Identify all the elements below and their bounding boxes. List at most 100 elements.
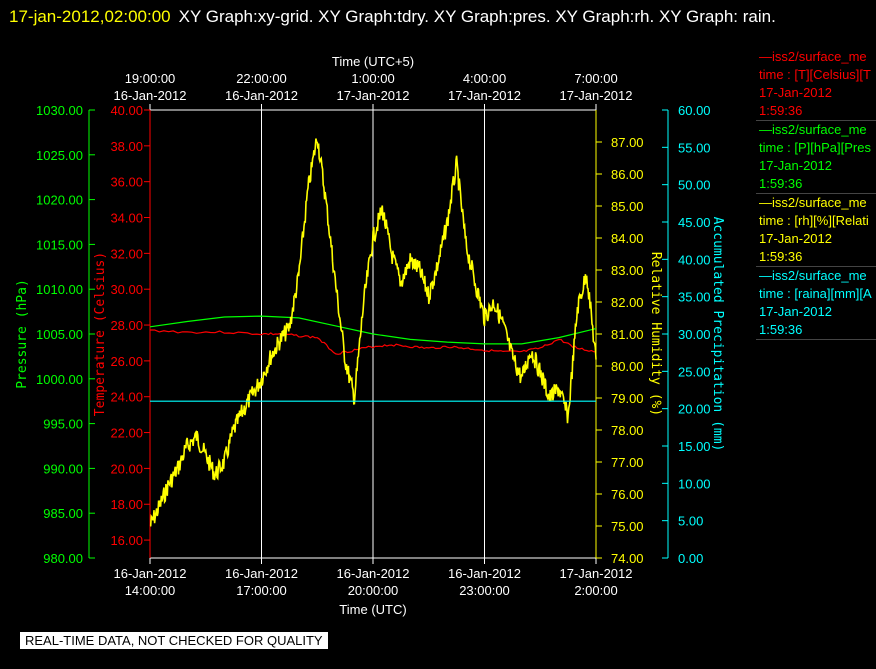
x-top-tick-label: 7:00:00 [574, 71, 617, 86]
precip-tick-label: 55.00 [678, 140, 711, 155]
legend-line: —iss2/surface_me [759, 122, 867, 137]
humidity-tick-label: 78.00 [611, 423, 644, 438]
precip-tick-label: 25.00 [678, 364, 711, 379]
temperature-tick-label: 26.00 [110, 354, 143, 369]
x-tick-label: 17:00:00 [236, 583, 287, 598]
x-tick-label: 23:00:00 [459, 583, 510, 598]
precip-tick-label: 60.00 [678, 103, 711, 118]
legend-field: time : [raina][mm][A [759, 286, 872, 301]
x-tick-label: 16-Jan-2012 [337, 566, 410, 581]
pressure-tick-label: 1030.00 [36, 103, 83, 118]
humidity-tick-label: 85.00 [611, 199, 644, 214]
legend: —iss2/surface_me time : [T][Celsius][T 17-… [756, 48, 876, 340]
humidity-tick-label: 82.00 [611, 295, 644, 310]
precip-tick-label: 35.00 [678, 290, 711, 305]
humidity-tick-label: 81.00 [611, 327, 644, 342]
humidity-series-line [149, 138, 597, 527]
humidity-tick-label: 76.00 [611, 487, 644, 502]
x-top-tick-label: 1:00:00 [351, 71, 394, 86]
temperature-axis-label: Temperature (Celsius) [93, 252, 108, 416]
temperature-tick-label: 24.00 [110, 390, 143, 405]
x-top-tick-label: 17-Jan-2012 [448, 88, 521, 103]
precip-tick-label: 5.00 [678, 514, 703, 529]
x-top-tick-label: 4:00:00 [463, 71, 506, 86]
humidity-tick-label: 87.00 [611, 135, 644, 150]
pressure-tick-label: 1020.00 [36, 193, 83, 208]
humidity-tick-label: 83.00 [611, 263, 644, 278]
humidity-tick-label: 75.00 [611, 519, 644, 534]
x-top-axis-label: Time (UTC+5) [332, 54, 414, 69]
pressure-tick-label: 1015.00 [36, 237, 83, 252]
pressure-tick-label: 985.00 [43, 506, 83, 521]
header-title: XY Graph:xy-grid. XY Graph:tdry. XY Grap… [178, 7, 776, 26]
legend-field: time : [rh][%][Relati [759, 213, 869, 228]
precip-axis-label: Accumulated Precipitation (mm) [710, 217, 725, 452]
precip-tick-label: 45.00 [678, 215, 711, 230]
pressure-tick-label: 1025.00 [36, 148, 83, 163]
temperature-tick-label: 32.00 [110, 246, 143, 261]
legend-time: 1:59:36 [759, 103, 803, 118]
precip-tick-label: 40.00 [678, 252, 711, 267]
precip-tick-label: 50.00 [678, 178, 711, 193]
humidity-tick-label: 84.00 [611, 231, 644, 246]
pressure-axis-label: Pressure (hPa) [15, 279, 30, 389]
temperature-tick-label: 20.00 [110, 461, 143, 476]
legend-time: 1:59:36 [759, 322, 803, 337]
x-tick-label: 16-Jan-2012 [114, 566, 187, 581]
legend-time: 1:59:36 [759, 249, 803, 264]
x-tick-label: 16-Jan-2012 [225, 566, 298, 581]
precip-tick-label: 0.00 [678, 551, 703, 566]
chart-header: 17-jan-2012,02:00:00 XY Graph:xy-grid. XY… [9, 3, 869, 30]
humidity-tick-label: 74.00 [611, 551, 644, 566]
humidity-tick-label: 77.00 [611, 455, 644, 470]
temperature-tick-label: 28.00 [110, 318, 143, 333]
humidity-tick-label: 79.00 [611, 391, 644, 406]
x-top-tick-label: 17-Jan-2012 [337, 88, 410, 103]
x-axis-label: Time (UTC) [339, 602, 406, 617]
humidity-tick-label: 80.00 [611, 359, 644, 374]
quality-note: REAL-TIME DATA, NOT CHECKED FOR QUALITY [20, 632, 328, 649]
legend-date: 17-Jan-2012 [759, 231, 832, 246]
precip-tick-label: 20.00 [678, 402, 711, 417]
temperature-tick-label: 34.00 [110, 211, 143, 226]
x-tick-label: 16-Jan-2012 [448, 566, 521, 581]
precip-tick-label: 30.00 [678, 327, 711, 342]
legend-line: —iss2/surface_me [759, 49, 867, 64]
temperature-tick-label: 40.00 [110, 103, 143, 118]
x-tick-label: 17-Jan-2012 [560, 566, 633, 581]
x-tick-label: 2:00:00 [574, 583, 617, 598]
temperature-series-line [150, 329, 597, 355]
x-tick-label: 14:00:00 [125, 583, 176, 598]
humidity-axis-label: Relative Humidity (%) [648, 252, 663, 416]
legend-date: 17-Jan-2012 [759, 158, 832, 173]
humidity-tick-label: 86.00 [611, 167, 644, 182]
pressure-tick-label: 990.00 [43, 461, 83, 476]
legend-date: 17-Jan-2012 [759, 85, 832, 100]
x-top-tick-label: 16-Jan-2012 [114, 88, 187, 103]
legend-field: time : [T][Celsius][T [759, 67, 871, 82]
precip-tick-label: 10.00 [678, 476, 711, 491]
pressure-tick-label: 980.00 [43, 551, 83, 566]
legend-date: 17-Jan-2012 [759, 304, 832, 319]
pressure-tick-label: 1005.00 [36, 327, 83, 342]
legend-time: 1:59:36 [759, 176, 803, 191]
legend-line: —iss2/surface_me [759, 195, 867, 210]
x-top-tick-label: 16-Jan-2012 [225, 88, 298, 103]
legend-line: —iss2/surface_me [759, 268, 867, 283]
pressure-series-line [149, 315, 597, 345]
pressure-tick-label: 1000.00 [36, 372, 83, 387]
pressure-tick-label: 995.00 [43, 417, 83, 432]
temperature-tick-label: 36.00 [110, 175, 143, 190]
temperature-tick-label: 18.00 [110, 497, 143, 512]
pressure-tick-label: 1010.00 [36, 282, 83, 297]
temperature-tick-label: 22.00 [110, 426, 143, 441]
x-tick-label: 20:00:00 [348, 583, 399, 598]
x-top-tick-label: 22:00:00 [236, 71, 287, 86]
temperature-tick-label: 16.00 [110, 533, 143, 548]
precip-tick-label: 15.00 [678, 439, 711, 454]
x-top-tick-label: 19:00:00 [125, 71, 176, 86]
legend-field: time : [P][hPa][Pres [759, 140, 871, 155]
